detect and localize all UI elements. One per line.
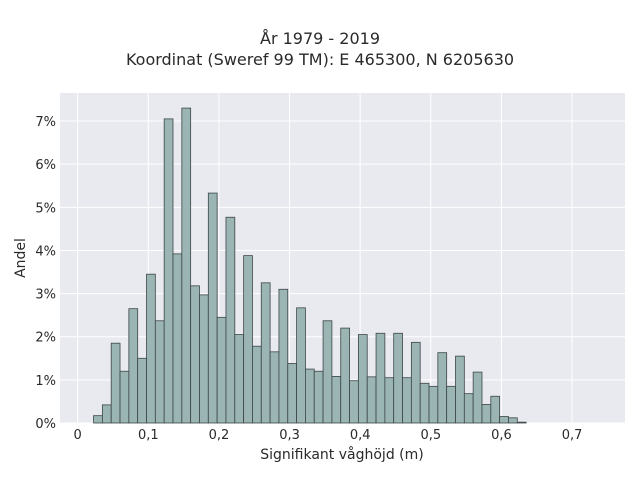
x-tick-label: 0,4 bbox=[350, 428, 371, 443]
histogram-bar bbox=[410, 341, 421, 424]
histogram-bar bbox=[154, 320, 165, 424]
x-axis-label: Signifikant våghöjd (m) bbox=[260, 447, 424, 463]
y-tick-label: 1% bbox=[35, 374, 56, 389]
y-tick-label: 4% bbox=[35, 244, 56, 259]
histogram-bar bbox=[384, 377, 395, 424]
histogram-bar bbox=[455, 355, 465, 424]
y-tick-label: 7% bbox=[35, 115, 56, 130]
histogram-bar bbox=[172, 253, 183, 424]
x-tick-label: 0,5 bbox=[420, 428, 441, 443]
histogram-bar bbox=[137, 357, 147, 424]
histogram-bar bbox=[269, 351, 280, 424]
x-tick-label: 0,6 bbox=[491, 428, 512, 443]
histogram-bar bbox=[119, 370, 130, 424]
histogram-bar bbox=[516, 421, 527, 424]
histogram-bar bbox=[349, 380, 359, 424]
histogram-bar bbox=[190, 285, 200, 424]
x-axis-ticks: 0 0,1 0,2 0,3 0,4 0,5 0,6 0,7 bbox=[74, 428, 583, 443]
histogram-bar bbox=[490, 395, 501, 424]
histogram-bar bbox=[296, 307, 306, 424]
histogram-bar bbox=[305, 368, 315, 424]
y-axis-label: Andel bbox=[13, 238, 29, 278]
histogram-bar bbox=[481, 404, 492, 424]
histogram-bar bbox=[393, 332, 403, 424]
histogram-bar bbox=[313, 370, 324, 424]
histogram-bar bbox=[499, 416, 509, 424]
histogram-bar bbox=[340, 327, 350, 424]
histogram-bar bbox=[508, 417, 518, 424]
histogram-bar bbox=[278, 288, 289, 424]
x-tick-label: 0,1 bbox=[138, 428, 159, 443]
histogram-bar bbox=[287, 363, 297, 424]
histogram-bar bbox=[163, 118, 174, 424]
y-tick-label: 5% bbox=[35, 201, 56, 216]
chart-title-line-1: År 1979 - 2019 bbox=[260, 29, 380, 48]
histogram-bar bbox=[199, 294, 209, 424]
histogram-bar bbox=[375, 332, 386, 424]
histogram-bar bbox=[216, 316, 227, 424]
y-tick-label: 2% bbox=[35, 331, 56, 346]
x-tick-label: 0,2 bbox=[209, 428, 230, 443]
histogram-bar bbox=[181, 107, 192, 424]
y-axis-ticks: 0% 1% 2% 3% 4% 5% 6% 7% bbox=[35, 115, 56, 432]
histogram-bar bbox=[322, 320, 333, 424]
histogram-bar bbox=[252, 345, 262, 424]
histogram-bar bbox=[472, 371, 483, 424]
histogram-bar bbox=[225, 216, 236, 424]
histogram-bar bbox=[110, 342, 121, 424]
histogram-bar bbox=[93, 415, 103, 424]
histogram-bar bbox=[402, 377, 412, 424]
histogram-bar bbox=[146, 273, 156, 424]
histogram-bar bbox=[260, 282, 271, 424]
histogram-bar bbox=[234, 334, 245, 424]
histogram-bar bbox=[331, 376, 342, 424]
histogram-bar bbox=[357, 334, 368, 424]
histogram-bar bbox=[446, 385, 456, 424]
histogram-bar bbox=[243, 255, 253, 424]
y-tick-label: 3% bbox=[35, 288, 56, 303]
y-tick-label: 6% bbox=[35, 158, 56, 173]
histogram-bar bbox=[463, 393, 474, 424]
x-tick-label: 0,7 bbox=[562, 428, 583, 443]
histogram-bar bbox=[366, 376, 377, 424]
histogram-bar bbox=[207, 192, 218, 424]
histogram-bar bbox=[419, 382, 430, 424]
histogram-bar bbox=[428, 385, 439, 424]
y-tick-label: 0% bbox=[35, 417, 56, 432]
x-tick-label: 0,3 bbox=[279, 428, 300, 443]
x-tick-label: 0 bbox=[74, 428, 82, 443]
histogram-bar bbox=[101, 404, 112, 424]
histogram-bar bbox=[128, 308, 139, 424]
bars bbox=[93, 107, 527, 424]
histogram-bar bbox=[437, 352, 448, 424]
chart-title-line-2: Koordinat (Sweref 99 TM): E 465300, N 62… bbox=[125, 50, 515, 69]
